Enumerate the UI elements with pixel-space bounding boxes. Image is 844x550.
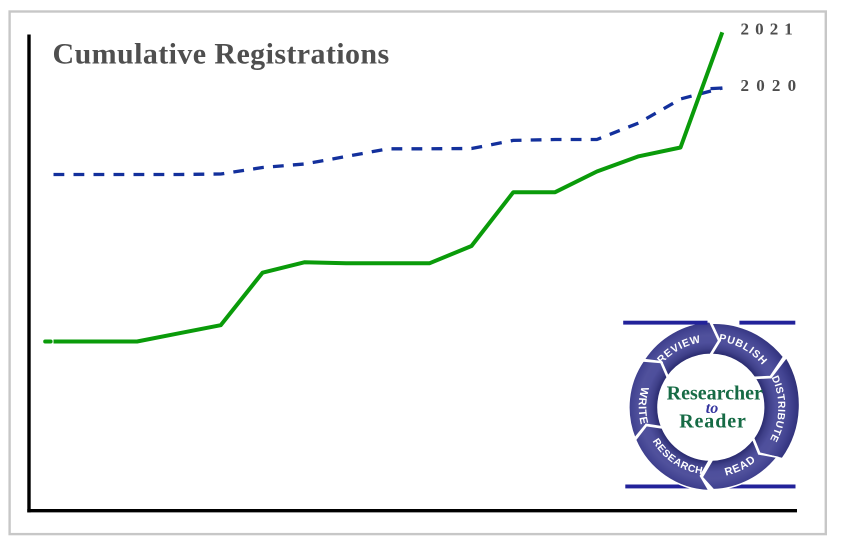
svg-text:Researcher: Researcher [667, 382, 763, 404]
svg-text:2021: 2021 [741, 20, 799, 39]
svg-text:WRITE: WRITE [636, 386, 651, 426]
svg-text:Reader: Reader [679, 411, 747, 433]
svg-text:to: to [706, 400, 718, 417]
svg-text:2020: 2020 [741, 76, 804, 95]
svg-text:Cumulative Registrations: Cumulative Registrations [53, 38, 390, 71]
